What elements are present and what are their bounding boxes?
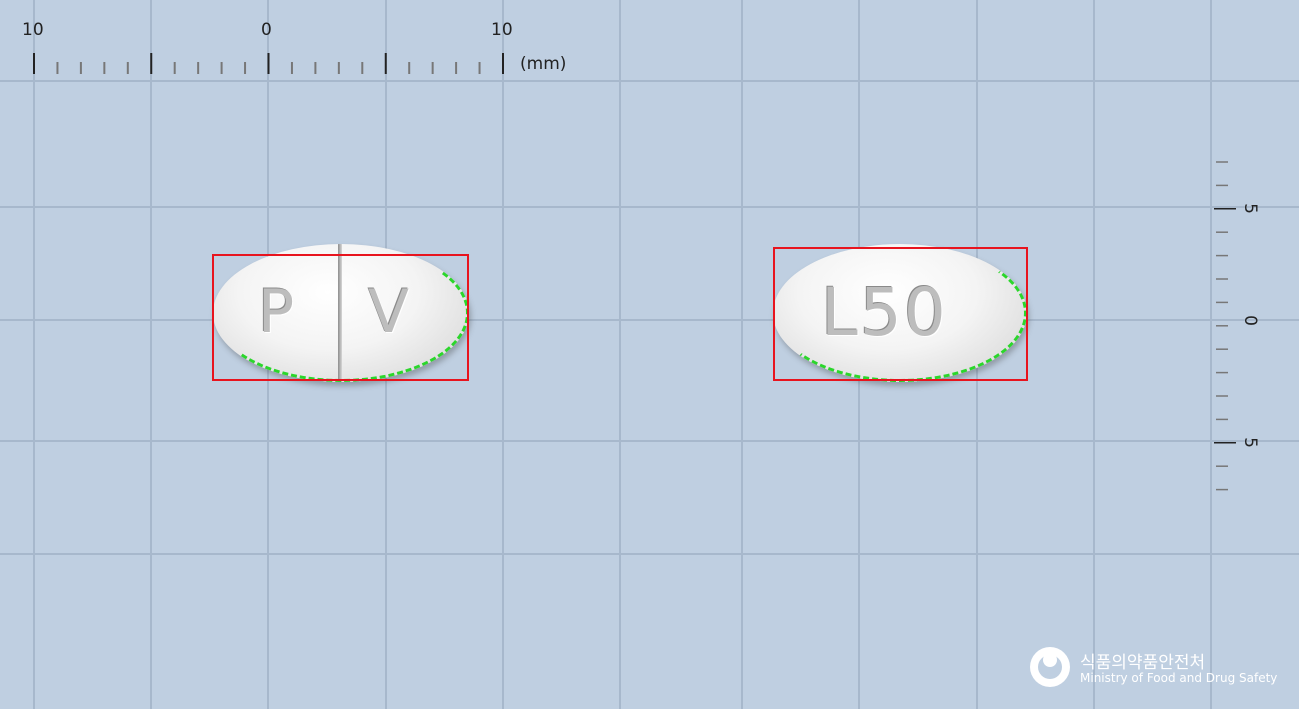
horizontal-ruler-ticks [33, 53, 504, 74]
pill-bounding-box [773, 247, 1028, 381]
ministry-swirl-icon [1030, 647, 1070, 687]
ruler-label-right-10: 10 [491, 20, 513, 40]
ruler-unit-label: (mm) [520, 54, 567, 74]
logo-korean-name: 식품의약품안전처 [1080, 653, 1206, 673]
logo-english-name: Ministry of Food and Drug Safety [1080, 671, 1278, 685]
vruler-label-bottom-5: 5 [1239, 437, 1260, 448]
vruler-label-top-5: 5 [1239, 203, 1260, 214]
vertical-ruler-ticks [1214, 161, 1236, 491]
pill-bounding-box [212, 254, 469, 381]
vruler-label-0: 0 [1239, 315, 1260, 326]
ruler-label-left-10: 10 [22, 20, 44, 40]
ruler-label-0: 0 [261, 20, 272, 40]
